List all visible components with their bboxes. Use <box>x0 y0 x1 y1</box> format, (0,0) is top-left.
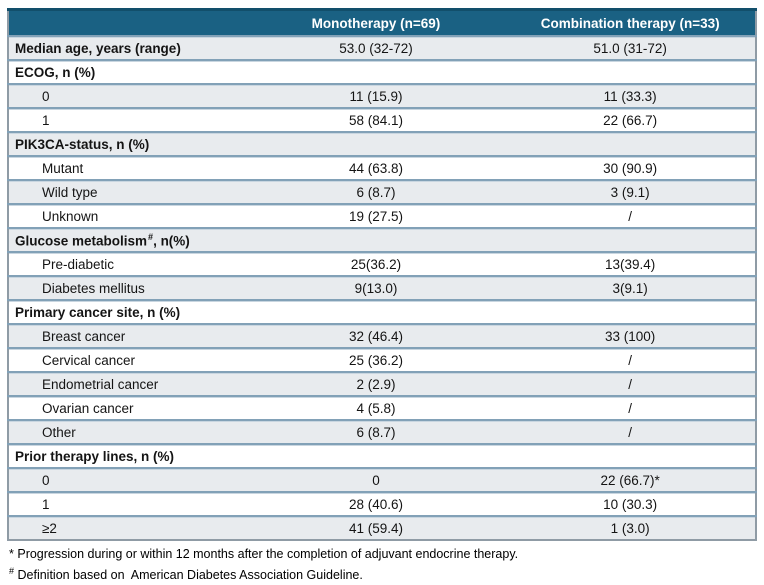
combination-value-cell: 1 (3.0) <box>505 515 756 540</box>
monotherapy-value-cell: 41 (59.4) <box>246 515 506 540</box>
category-label-cell: Primary cancer site, n (%) <box>8 299 756 324</box>
combination-value-cell: 10 (30.3) <box>505 491 756 516</box>
combination-value-cell: 51.0 (31-72) <box>505 35 756 60</box>
table-body: Median age, years (range) 53.0 (32-72) 51.… <box>8 35 756 540</box>
monotherapy-value-cell: 0 <box>246 467 506 492</box>
row-label-cell: Pre-diabetic <box>8 251 247 276</box>
data-row: ≥2 41 (59.4) 1 (3.0) <box>8 515 756 540</box>
data-row: Wild type 6 (8.7) 3 (9.1) <box>8 179 756 204</box>
baseline-characteristics-table: Monotherapy (n=69) Combination therapy (… <box>7 8 757 541</box>
combination-value-cell: 3(9.1) <box>505 275 756 300</box>
category-row: Primary cancer site, n (%) <box>8 299 756 324</box>
data-row: Median age, years (range) 53.0 (32-72) 51.… <box>8 35 756 60</box>
footnotes: * Progression during or within 12 months… <box>9 546 518 584</box>
row-label-cell: Diabetes mellitus <box>8 275 247 300</box>
combination-value-cell: / <box>505 419 756 444</box>
data-row: Diabetes mellitus 9(13.0) 3(9.1) <box>8 275 756 300</box>
monotherapy-value-cell: 58 (84.1) <box>246 107 506 132</box>
combination-value-cell: 33 (100) <box>505 323 756 348</box>
monotherapy-value-cell: 19 (27.5) <box>246 203 506 228</box>
hash-marker: # <box>9 566 15 576</box>
row-label-cell: 0 <box>8 83 247 108</box>
monotherapy-value-cell: 44 (63.8) <box>246 155 506 180</box>
monotherapy-value-cell: 6 (8.7) <box>246 179 506 204</box>
category-label-cell: ECOG, n (%) <box>8 59 756 84</box>
row-label-cell: 1 <box>8 107 247 132</box>
data-row: Breast cancer 32 (46.4) 33 (100) <box>8 323 756 348</box>
row-label-cell: Cervical cancer <box>8 347 247 372</box>
data-row: Pre-diabetic 25(36.2) 13(39.4) <box>8 251 756 276</box>
monotherapy-value-cell: 25 (36.2) <box>246 347 506 372</box>
combination-value-cell: / <box>505 347 756 372</box>
category-row: ECOG, n (%) <box>8 59 756 84</box>
monotherapy-value-cell: 2 (2.9) <box>246 371 506 396</box>
data-row: Endometrial cancer 2 (2.9) / <box>8 371 756 396</box>
monotherapy-value-cell: 32 (46.4) <box>246 323 506 348</box>
footnote-hash: # Definition based on American Diabetes … <box>9 563 518 584</box>
combination-value-cell: / <box>505 203 756 228</box>
row-label-cell: 0 <box>8 467 247 492</box>
monotherapy-value-cell: 4 (5.8) <box>246 395 506 420</box>
combination-value-cell: 13(39.4) <box>505 251 756 276</box>
monotherapy-value-cell: 53.0 (32-72) <box>246 35 506 60</box>
combination-value-cell: 30 (90.9) <box>505 155 756 180</box>
header-empty-cell <box>8 8 247 36</box>
row-label-cell: Mutant <box>8 155 247 180</box>
monotherapy-value-cell: 6 (8.7) <box>246 419 506 444</box>
category-label-cell: Glucose metabolism#, n(%) <box>8 227 756 252</box>
data-row: 0 11 (15.9) 11 (33.3) <box>8 83 756 108</box>
data-row: 1 28 (40.6) 10 (30.3) <box>8 491 756 516</box>
data-row: Unknown 19 (27.5) / <box>8 203 756 228</box>
footnote-asterisk: * Progression during or within 12 months… <box>9 546 518 563</box>
category-row: PIK3CA-status, n (%) <box>8 131 756 156</box>
data-row: Other 6 (8.7) / <box>8 419 756 444</box>
row-label-cell: 1 <box>8 491 247 516</box>
data-row: Cervical cancer 25 (36.2) / <box>8 347 756 372</box>
category-label-cell: PIK3CA-status, n (%) <box>8 131 756 156</box>
header-monotherapy: Monotherapy (n=69) <box>246 8 506 36</box>
row-label-cell: Wild type <box>8 179 247 204</box>
data-row: Ovarian cancer 4 (5.8) / <box>8 395 756 420</box>
monotherapy-value-cell: 9(13.0) <box>246 275 506 300</box>
combination-value-cell: / <box>505 395 756 420</box>
combination-value-cell: 11 (33.3) <box>505 83 756 108</box>
header-combination-therapy: Combination therapy (n=33) <box>505 8 756 36</box>
category-row: Prior therapy lines, n (%) <box>8 443 756 468</box>
combination-value-cell: 3 (9.1) <box>505 179 756 204</box>
footnote-hash-text: Definition based on American Diabetes As… <box>17 568 363 583</box>
monotherapy-value-cell: 25(36.2) <box>246 251 506 276</box>
category-row: Glucose metabolism#, n(%) <box>8 227 756 252</box>
monotherapy-value-cell: 28 (40.6) <box>246 491 506 516</box>
data-row: Mutant 44 (63.8) 30 (90.9) <box>8 155 756 180</box>
row-label-cell: Other <box>8 419 247 444</box>
combination-value-cell: 22 (66.7)* <box>505 467 756 492</box>
row-label-cell: Endometrial cancer <box>8 371 247 396</box>
row-label-cell: Median age, years (range) <box>8 35 247 60</box>
data-row: 1 58 (84.1) 22 (66.7) <box>8 107 756 132</box>
category-label-cell: Prior therapy lines, n (%) <box>8 443 756 468</box>
row-label-cell: Ovarian cancer <box>8 395 247 420</box>
row-label-cell: ≥2 <box>8 515 247 540</box>
monotherapy-value-cell: 11 (15.9) <box>246 83 506 108</box>
combination-value-cell: / <box>505 371 756 396</box>
row-label-cell: Breast cancer <box>8 323 247 348</box>
combination-value-cell: 22 (66.7) <box>505 107 756 132</box>
data-row: 0 0 22 (66.7)* <box>8 467 756 492</box>
asterisk-marker: * <box>9 547 14 561</box>
header-row: Monotherapy (n=69) Combination therapy (… <box>8 8 756 36</box>
row-label-cell: Unknown <box>8 203 247 228</box>
footnote-asterisk-text: Progression during or within 12 months a… <box>17 547 519 561</box>
